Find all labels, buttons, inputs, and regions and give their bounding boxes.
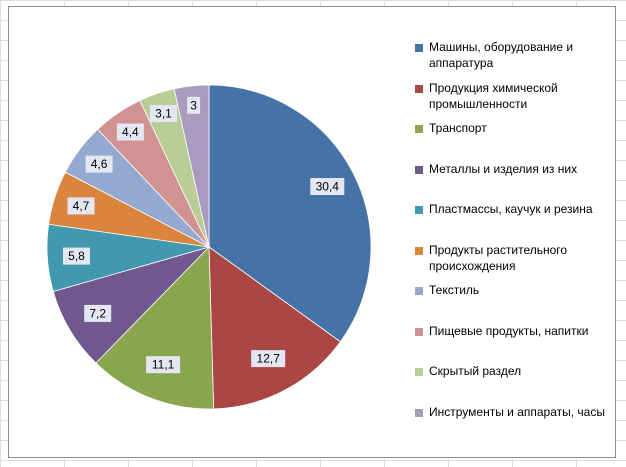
legend-label-0: Машины, оборудование и аппаратура (429, 40, 574, 70)
data-label-1: 12,7 (251, 350, 286, 368)
data-label-2: 11,1 (146, 356, 181, 374)
data-label-text-8: 3,1 (155, 107, 172, 121)
data-label-bg-6 (85, 155, 113, 173)
data-label-bg-5 (67, 197, 95, 215)
data-label-8: 3,1 (150, 105, 177, 123)
data-label-3: 7,2 (84, 304, 112, 322)
data-label-4: 5,8 (63, 247, 90, 265)
data-label-text-3: 7,2 (89, 306, 106, 320)
data-label-bg-2 (146, 356, 181, 374)
data-label-9: 3 (187, 96, 201, 114)
data-label-text-7: 4,4 (122, 125, 139, 139)
legend-swatch-3 (415, 165, 423, 174)
legend-swatch-8 (415, 368, 423, 376)
legend-swatch-4 (415, 206, 423, 214)
data-label-text-6: 4,6 (91, 157, 108, 171)
legend-swatch-9 (415, 408, 423, 417)
data-label-text-0: 30,4 (316, 180, 340, 194)
pie-slice-0[interactable] (208, 84, 372, 343)
legend-swatch-2 (415, 125, 423, 133)
data-label-text-1: 12,7 (257, 352, 281, 366)
data-label-text-4: 5,8 (68, 249, 85, 263)
legend-swatch-7 (415, 327, 423, 336)
pie-chart: 30,4 12,7 11,1 7,2 5,8 4,7 4,6 4,4 3,1 3 (46, 84, 372, 410)
legend-label-2: Транспорт (429, 121, 487, 135)
data-label-6: 4,6 (85, 155, 113, 173)
legend-label-6: Текстиль (429, 283, 480, 297)
legend-label-1: Продукция химической промышленности (429, 80, 558, 111)
legend-label-8: Скрытый раздел (429, 364, 522, 378)
legend-label-7: Пищевые продукты, напитки (429, 323, 589, 338)
chart-area[interactable]: 30,4 12,7 11,1 7,2 5,8 4,7 4,6 4,4 3,1 3 Машины, … (8, 6, 616, 458)
data-label-bg-4 (63, 247, 90, 265)
legend-label-3: Металлы и изделия из них (429, 161, 578, 176)
data-label-bg-7 (116, 123, 144, 141)
legend-swatch-0 (415, 44, 423, 52)
data-label-bg-1 (251, 350, 286, 368)
pie-slice-1[interactable] (208, 246, 341, 410)
data-label-5: 4,7 (67, 197, 95, 215)
legend-swatch-6 (415, 287, 423, 295)
legend-label-9: Инструменты и аппараты, часы (429, 404, 605, 419)
data-label-bg-8 (150, 105, 177, 123)
data-label-bg-9 (187, 96, 201, 114)
data-label-7: 4,4 (116, 123, 144, 141)
legend-swatch-1 (415, 84, 423, 93)
pie-slice-9[interactable] (173, 84, 210, 248)
data-label-bg-3 (84, 304, 112, 322)
legend-swatch-5 (415, 246, 423, 255)
data-label-bg-0 (310, 178, 345, 195)
pie-slice-2[interactable] (95, 246, 215, 410)
legend-label-4: Пластмассы, каучук и резина (429, 202, 593, 216)
legend-label-5: Продукты растительного происхождения (429, 242, 568, 273)
data-label-0: 30,4 (310, 178, 345, 195)
data-label-text-9: 3 (190, 98, 197, 112)
data-label-text-5: 4,7 (73, 199, 90, 213)
data-label-text-2: 11,1 (152, 358, 175, 372)
